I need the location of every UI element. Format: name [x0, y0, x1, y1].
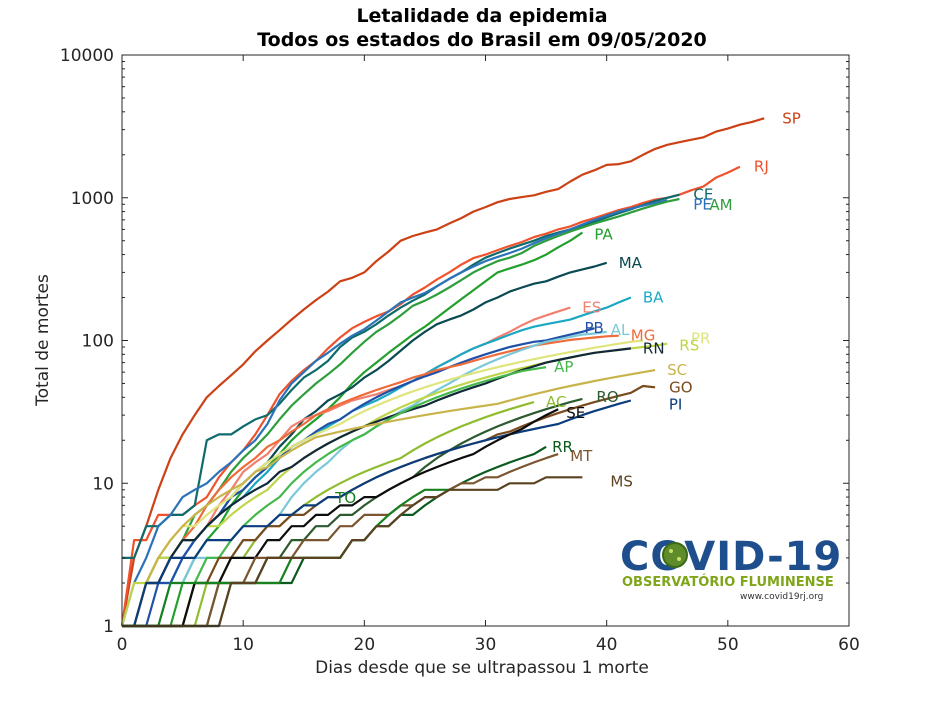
y-axis-label: Total de mortes — [33, 274, 53, 407]
series-line-pe — [120, 199, 668, 627]
series-label-rr: RR — [552, 438, 573, 456]
series-label-pe: PE — [693, 195, 712, 213]
series-label-am: AM — [709, 196, 732, 214]
y-tick-label: 1000 — [71, 189, 114, 209]
series-lines — [120, 117, 765, 628]
series-label-ro: RO — [596, 388, 618, 406]
series-label-pa: PA — [594, 226, 613, 244]
series-label-rj: RJ — [754, 158, 769, 176]
series-label-ma: MA — [619, 254, 643, 272]
y-tick-label: 1 — [103, 617, 114, 637]
series-label-es: ES — [582, 299, 601, 317]
series-line-pr — [122, 339, 644, 628]
series-label-ba: BA — [643, 289, 664, 307]
series-label-mg: MG — [631, 327, 656, 345]
series-label-ms: MS — [610, 472, 632, 490]
x-tick-label: 40 — [596, 635, 618, 655]
series-line-sp — [120, 117, 765, 627]
series-label-se: SE — [566, 404, 585, 422]
series-line-pi — [122, 399, 632, 628]
series-line-pb — [122, 327, 595, 628]
series-label-al: AL — [611, 321, 630, 339]
series-label-go: GO — [669, 378, 692, 396]
y-tick-label: 10000 — [60, 46, 114, 66]
x-tick-label: 20 — [354, 635, 376, 655]
virus-icon — [662, 542, 688, 568]
x-tick-label: 0 — [117, 635, 128, 655]
series-label-to: TO — [334, 489, 356, 507]
x-tick-label: 60 — [838, 635, 860, 655]
series-line-sc — [122, 369, 656, 628]
series-label-pb: PB — [585, 319, 604, 337]
chart-title: Letalidade da epidemia — [356, 5, 607, 27]
series-line-rn — [122, 347, 632, 628]
x-tick-label: 50 — [717, 635, 739, 655]
x-axis-label: Dias desde que se ultrapassou 1 morte — [315, 658, 649, 678]
y-tick-label: 100 — [82, 332, 114, 352]
series-label-pi: PI — [669, 396, 682, 414]
logo-title: COVID-19 — [620, 534, 842, 580]
series-line-es — [122, 306, 571, 628]
x-axis: 0 10 20 30 40 50 60 — [117, 55, 860, 655]
logo-subtitle: OBSERVATÓRIO FLUMINENSE — [622, 574, 834, 590]
series-line-se — [122, 408, 559, 628]
logo-url: www.covid19rj.org — [740, 592, 823, 602]
series-line-ce — [122, 193, 680, 559]
x-tick-label: 30 — [475, 635, 497, 655]
chart-subtitle: Todos os estados do Brasil em 09/05/2020 — [257, 29, 707, 51]
series-label-rn: RN — [643, 339, 665, 357]
series-label-sp: SP — [782, 109, 801, 127]
series-label-ap: AP — [554, 358, 573, 376]
series-line-ma — [122, 261, 608, 628]
series-label-sc: SC — [667, 361, 687, 379]
series-label-rs: RS — [679, 337, 699, 355]
series-label-ce: CE — [693, 186, 713, 204]
series-line-rj — [120, 165, 741, 627]
series-line-to — [122, 488, 450, 628]
series-label-pr: PR — [691, 330, 710, 348]
series-label-ac: AC — [546, 393, 566, 411]
y-axis: 1 10 100 1000 10000 — [60, 46, 849, 637]
series-label-mt: MT — [570, 447, 593, 465]
covid19-logo: COVID-19 OBSERVATÓRIO FLUMINENSE www.cov… — [620, 534, 842, 602]
x-tick-label: 10 — [232, 635, 254, 655]
y-tick-label: 10 — [92, 474, 114, 494]
